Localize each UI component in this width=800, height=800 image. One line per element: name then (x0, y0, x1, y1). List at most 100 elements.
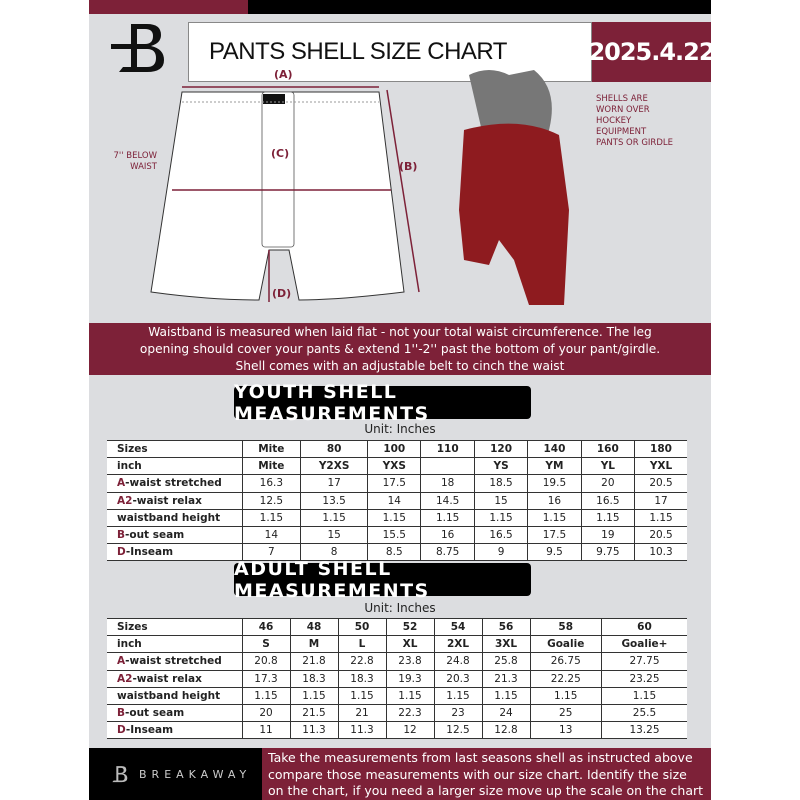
table-cell: 12 (385, 721, 435, 740)
table-cell: 17 (634, 491, 687, 510)
table-cell: 17.5 (367, 474, 422, 493)
shorts-diagram: (A) (C) (B) (D) 7'' BELOW WAIST SHELLS A… (89, 60, 711, 320)
row-label-text: inch (117, 460, 142, 473)
table-cell: 27.75 (600, 652, 687, 671)
table-cell: 52 (385, 617, 435, 637)
table-row: B-out seam 20 21.5 21 22.3 23 24 25 25.5 (107, 703, 687, 723)
table-cell: 25 (529, 703, 602, 723)
table-cell: 14 (367, 491, 422, 510)
table-cell: 23 (433, 703, 483, 723)
row-label-prefix: D (117, 546, 126, 559)
table-row: D-Inseam 11 11.3 11.3 12 12.5 12.8 13 13.25 (107, 721, 687, 740)
table-cell: 80 (300, 439, 369, 459)
row-label-prefix: B (117, 707, 126, 720)
date-badge: 2025.4.22 (588, 22, 711, 82)
table-cell: 16.3 (241, 474, 302, 493)
below-waist-note: 7'' BELOW WAIST (113, 151, 157, 172)
table-cell: 18.3 (289, 669, 339, 688)
table-cell: 56 (481, 617, 531, 637)
table-cell: 11.3 (289, 721, 339, 740)
youth-unit-label: Unit: Inches (364, 422, 436, 436)
table-row: inch S M L XL 2XL 3XL Goalie Goalie+ (107, 635, 687, 654)
table-cell: 19 (580, 525, 636, 545)
table-cell: 18 (420, 474, 475, 493)
row-label-text: -Inseam (125, 546, 174, 559)
breakaway-logo (111, 24, 164, 72)
footer-instructions: Take the measurements from last seasons … (262, 748, 711, 800)
table-cell: 20.3 (433, 669, 483, 688)
table-cell: 180 (634, 439, 687, 459)
top-bar-dark (248, 0, 711, 14)
row-label-text: -waist stretched (125, 477, 222, 490)
table-cell: 11.3 (337, 721, 387, 740)
row-label: B-out seam (107, 525, 243, 545)
row-label-text: -out seam (125, 529, 185, 542)
table-cell: Goalie+ (600, 635, 687, 654)
table-cell: 1.15 (481, 686, 531, 705)
row-label: D-Inseam (107, 543, 243, 562)
table-cell: 16.5 (473, 525, 529, 545)
table-cell: 16 (420, 525, 475, 545)
table-cell: 48 (289, 617, 339, 637)
table-row: A2-waist relax 17.3 18.3 18.3 19.3 20.3 21.3 22… (107, 669, 687, 688)
table-cell: 9.75 (580, 543, 636, 562)
description-line: Shell comes with an adjustable belt to c… (235, 359, 565, 373)
row-label-text: inch (117, 638, 142, 651)
table-cell: 1.15 (300, 508, 369, 527)
table-cell: 20.5 (634, 525, 687, 545)
table-cell: 18.5 (473, 474, 529, 493)
row-label: B-out seam (107, 703, 243, 723)
footer-line: compare those measurements with our size… (268, 766, 687, 782)
description-line: opening should cover your pants & extend… (139, 342, 661, 356)
row-label-text: -waist stretched (125, 655, 222, 668)
table-row: waistband height 1.15 1.15 1.15 1.15 1.15 1.15… (107, 508, 687, 527)
footer-line: Take the measurements from last seasons … (268, 750, 693, 765)
table-row: Sizes Mite 80 100 110 120 140 160 180 (107, 439, 687, 459)
table-cell: 18.3 (337, 669, 387, 688)
breakaway-logo-small (112, 766, 128, 783)
row-label: A-waist stretched (107, 652, 243, 671)
table-cell: 1.15 (385, 686, 435, 705)
table-cell: 17.5 (527, 525, 582, 545)
table-cell: 140 (527, 439, 582, 459)
table-cell: 21.3 (481, 669, 531, 688)
table-cell: 15.5 (367, 525, 422, 545)
table-cell: 24.8 (433, 652, 483, 671)
table-cell: 1.15 (473, 508, 529, 527)
table-cell: 1.15 (289, 686, 339, 705)
table-cell: 60 (600, 617, 687, 637)
table-cell: 13 (529, 721, 602, 740)
table-cell: 100 (367, 439, 422, 459)
table-cell: 1.15 (241, 686, 291, 705)
table-cell: 46 (241, 617, 291, 637)
table-cell: YM (527, 457, 582, 476)
table-cell: Mite (241, 457, 302, 476)
table-cell: Y2XS (300, 457, 369, 476)
measurement-description: Waistband is measured when laid flat - n… (89, 323, 711, 375)
buckle-icon (263, 94, 285, 104)
table-cell: 21.8 (289, 652, 339, 671)
row-label-prefix: A (117, 477, 126, 490)
table-cell: 19.3 (385, 669, 435, 688)
table-cell: XL (385, 635, 435, 654)
table-cell: 1.15 (367, 508, 422, 527)
table-row: A-waist stretched 16.3 17 17.5 18 18.5 19.5 20 2… (107, 474, 687, 493)
table-cell: Goalie (529, 635, 602, 654)
row-label-text: Sizes (117, 443, 148, 456)
table-row: D-Inseam 7 8 8.5 8.75 9 9.5 9.75 10.3 (107, 543, 687, 562)
brand-name: BREAKAWAY (139, 767, 252, 781)
table-cell: 1.15 (634, 508, 687, 527)
table-cell: 11 (241, 721, 291, 740)
table-cell: YXL (634, 457, 687, 476)
table-cell: 13.25 (600, 721, 687, 740)
row-label-text: -waist relax (132, 494, 202, 507)
table-cell: 17 (300, 474, 369, 493)
adult-size-table: Sizes 46 48 50 52 54 56 58 60 inch S M L XL 2XL 3XL Goal… (107, 617, 687, 740)
table-cell: 8.75 (420, 543, 475, 562)
footer-brand: BREAKAWAY (89, 748, 262, 800)
table-cell: 160 (580, 439, 636, 459)
table-cell: 12.8 (481, 721, 531, 740)
row-label: Sizes (107, 439, 243, 459)
table-cell: 12.5 (433, 721, 483, 740)
table-row: A-waist stretched 20.8 21.8 22.8 23.8 24.8 25.… (107, 652, 687, 671)
